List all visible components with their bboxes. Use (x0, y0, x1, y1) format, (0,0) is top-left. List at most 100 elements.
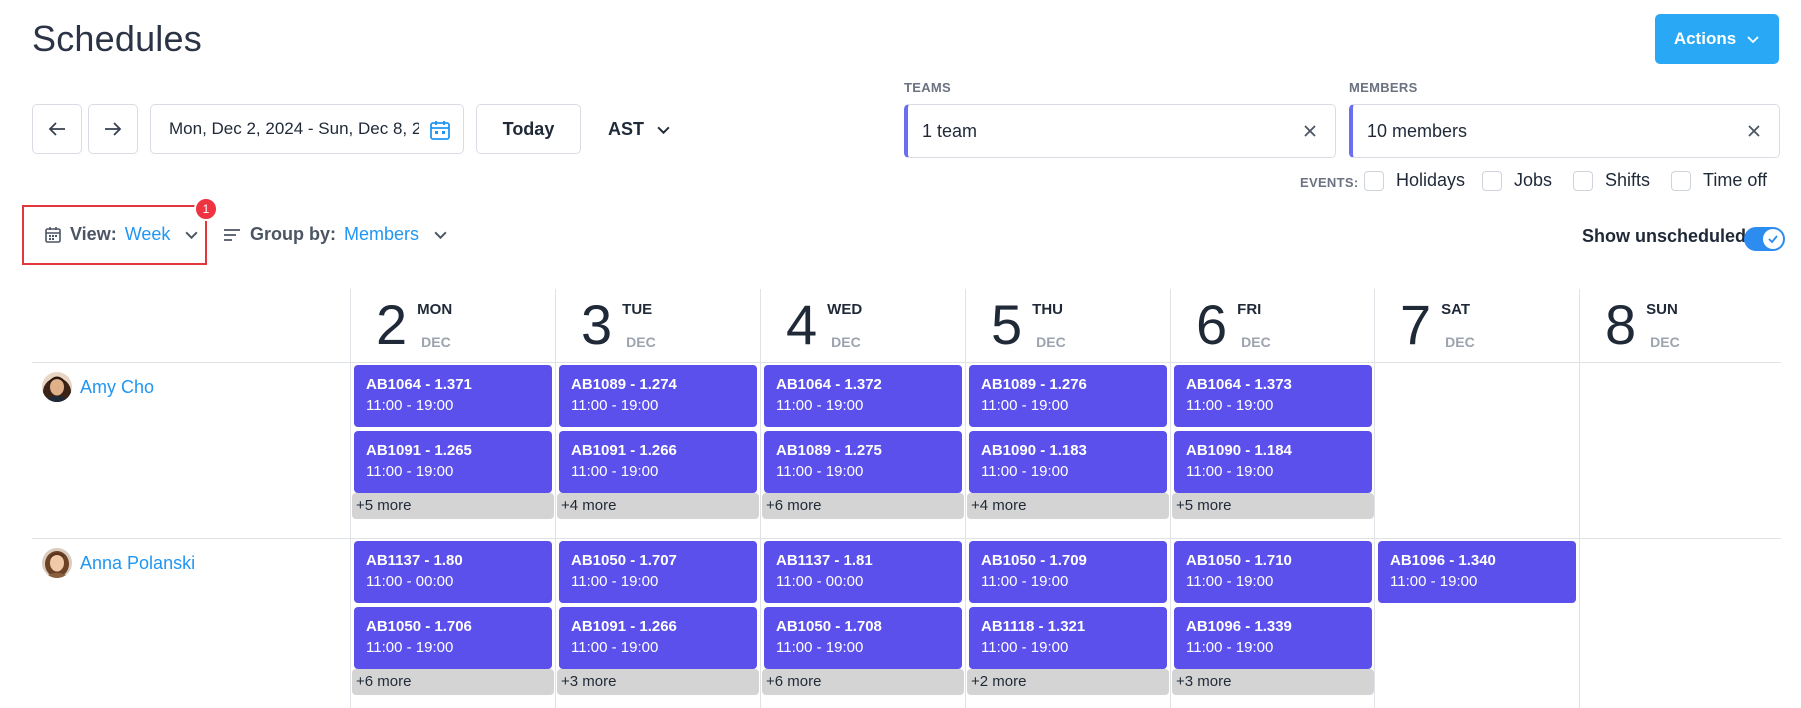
event-timeoff-checkbox[interactable]: Time off (1671, 170, 1767, 191)
shift-time: 11:00 - 19:00 (1186, 397, 1274, 414)
shift-time: 11:00 - 19:00 (571, 573, 659, 590)
shift-card[interactable]: AB1050 - 1.709 11:00 - 19:00 (969, 541, 1167, 603)
shift-card[interactable]: AB1089 - 1.276 11:00 - 19:00 (969, 365, 1167, 427)
shift-card[interactable]: AB1137 - 1.81 11:00 - 00:00 (764, 541, 962, 603)
day-number: 3 (581, 293, 613, 356)
day-number: 2 (376, 293, 408, 356)
check-icon (1768, 235, 1778, 244)
shift-card[interactable]: AB1096 - 1.340 11:00 - 19:00 (1378, 541, 1576, 603)
member-row-header[interactable]: Amy Cho (42, 372, 154, 402)
checkbox[interactable] (1573, 170, 1593, 191)
checkbox[interactable] (1482, 170, 1502, 191)
timezone-value: AST (608, 118, 644, 139)
shift-code: AB1096 - 1.339 (1186, 618, 1292, 635)
today-button[interactable]: Today (476, 104, 581, 154)
view-highlight-box (22, 205, 207, 265)
shift-card[interactable]: AB1090 - 1.183 11:00 - 19:00 (969, 431, 1167, 493)
day-meta: WED DEC (827, 301, 862, 359)
shift-code: AB1064 - 1.373 (1186, 376, 1292, 393)
day-meta: SAT DEC (1441, 301, 1475, 359)
shift-card[interactable]: AB1050 - 1.710 11:00 - 19:00 (1174, 541, 1372, 603)
shift-card[interactable]: AB1091 - 1.265 11:00 - 19:00 (354, 431, 552, 493)
shift-card[interactable]: AB1118 - 1.321 11:00 - 19:00 (969, 607, 1167, 669)
day-number: 6 (1196, 293, 1228, 356)
day-name: MON (417, 301, 453, 318)
day-header: 4 WED DEC (786, 289, 862, 359)
shift-card[interactable]: AB1089 - 1.274 11:00 - 19:00 (559, 365, 757, 427)
shift-card[interactable]: AB1050 - 1.707 11:00 - 19:00 (559, 541, 757, 603)
shift-time: 11:00 - 00:00 (776, 573, 864, 590)
day-name: WED (827, 301, 863, 318)
shift-card[interactable]: AB1096 - 1.339 11:00 - 19:00 (1174, 607, 1372, 669)
day-month: DEC (831, 334, 861, 350)
shift-card[interactable]: AB1050 - 1.706 11:00 - 19:00 (354, 607, 552, 669)
teams-filter[interactable]: 1 team (904, 104, 1336, 158)
day-month: DEC (626, 334, 656, 350)
calendar-icon (45, 226, 61, 243)
shift-card[interactable]: AB1091 - 1.266 11:00 - 19:00 (559, 431, 757, 493)
shift-code: AB1064 - 1.371 (366, 376, 472, 393)
shift-code: AB1090 - 1.184 (1186, 442, 1292, 459)
shift-code: AB1137 - 1.81 (776, 552, 873, 569)
day-name: THU (1032, 301, 1063, 318)
members-value: 10 members (1367, 120, 1468, 141)
shift-time: 11:00 - 19:00 (981, 397, 1069, 414)
more-shifts-button[interactable]: +4 more (557, 493, 759, 519)
shift-time: 11:00 - 19:00 (1186, 639, 1274, 656)
event-label: Shifts (1605, 170, 1651, 190)
day-header: 5 THU DEC (991, 289, 1066, 359)
next-week-button[interactable] (88, 104, 138, 154)
teams-value: 1 team (922, 120, 978, 141)
more-shifts-button[interactable]: +2 more (967, 669, 1169, 695)
shift-code: AB1090 - 1.183 (981, 442, 1087, 459)
shift-time: 11:00 - 19:00 (981, 573, 1069, 590)
close-icon[interactable] (1301, 122, 1319, 140)
day-header: 6 FRI DEC (1196, 289, 1271, 359)
more-shifts-button[interactable]: +6 more (762, 493, 964, 519)
checkbox[interactable] (1671, 170, 1691, 191)
shift-card[interactable]: AB1064 - 1.371 11:00 - 19:00 (354, 365, 552, 427)
close-icon[interactable] (1745, 122, 1763, 140)
more-shifts-button[interactable]: +5 more (352, 493, 554, 519)
timezone-select[interactable]: AST (608, 114, 671, 144)
shift-time: 11:00 - 19:00 (981, 639, 1069, 656)
member-name[interactable]: Anna Polanski (80, 552, 196, 573)
more-shifts-button[interactable]: +6 more (762, 669, 964, 695)
date-range-picker[interactable]: Mon, Dec 2, 2024 - Sun, Dec 8, 2024 (150, 104, 464, 154)
shift-time: 11:00 - 19:00 (981, 463, 1069, 480)
shift-card[interactable]: AB1091 - 1.266 11:00 - 19:00 (559, 607, 757, 669)
shift-time: 11:00 - 19:00 (776, 397, 864, 414)
more-shifts-button[interactable]: +4 more (967, 493, 1169, 519)
event-holidays-checkbox[interactable]: Holidays (1364, 170, 1465, 191)
shift-card[interactable]: AB1050 - 1.708 11:00 - 19:00 (764, 607, 962, 669)
more-shifts-button[interactable]: +6 more (352, 669, 554, 695)
column-divider (965, 289, 966, 708)
day-header: 7 SAT DEC (1400, 289, 1475, 359)
more-shifts-button[interactable]: +3 more (557, 669, 759, 695)
shift-card[interactable]: AB1089 - 1.275 11:00 - 19:00 (764, 431, 962, 493)
members-filter[interactable]: 10 members (1349, 104, 1780, 158)
chevron-down-icon (1747, 36, 1759, 44)
view-select[interactable]: View: Week (44, 224, 199, 245)
event-shifts-checkbox[interactable]: Shifts (1573, 170, 1650, 191)
members-label: MEMBERS (1349, 80, 1418, 95)
shift-card[interactable]: AB1064 - 1.372 11:00 - 19:00 (764, 365, 962, 427)
shift-code: AB1118 - 1.321 (981, 618, 1086, 635)
day-name: SUN (1646, 301, 1678, 318)
shift-code: AB1050 - 1.706 (366, 618, 472, 635)
member-row-header[interactable]: Anna Polanski (42, 548, 195, 578)
shift-time: 11:00 - 19:00 (366, 397, 454, 414)
previous-week-button[interactable] (32, 104, 82, 154)
shift-card[interactable]: AB1064 - 1.373 11:00 - 19:00 (1174, 365, 1372, 427)
group-by-select[interactable]: Group by: Members (222, 224, 448, 245)
actions-button[interactable]: Actions (1655, 14, 1779, 64)
shift-card[interactable]: AB1090 - 1.184 11:00 - 19:00 (1174, 431, 1372, 493)
more-shifts-button[interactable]: +5 more (1172, 493, 1374, 519)
shift-card[interactable]: AB1137 - 1.80 11:00 - 00:00 (354, 541, 552, 603)
show-unscheduled-toggle[interactable] (1744, 227, 1785, 251)
more-shifts-button[interactable]: +3 more (1172, 669, 1374, 695)
member-name[interactable]: Amy Cho (80, 376, 155, 397)
checkbox[interactable] (1364, 170, 1384, 191)
event-jobs-checkbox[interactable]: Jobs (1482, 170, 1552, 191)
day-meta: TUE DEC (622, 301, 656, 359)
